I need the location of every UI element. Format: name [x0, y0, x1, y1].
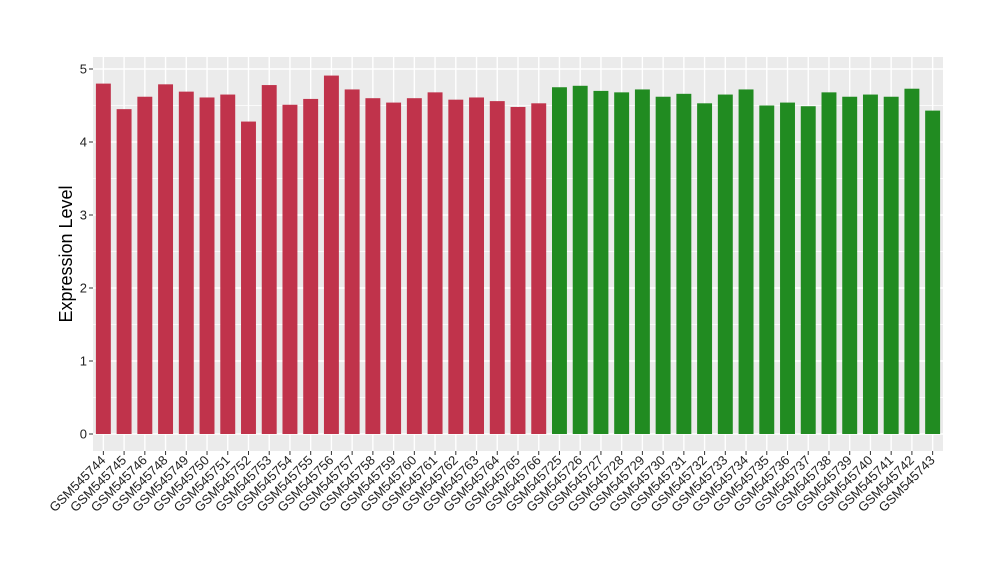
bar-GSM545757: [344, 89, 360, 434]
bar-GSM545746: [137, 96, 153, 435]
bar-GSM545739: [842, 96, 858, 435]
bar-GSM545753: [261, 85, 277, 434]
bar-GSM545758: [365, 98, 381, 434]
bar-GSM545738: [821, 92, 837, 435]
bar-GSM545762: [448, 99, 464, 434]
bar-GSM545741: [883, 96, 899, 435]
bar-GSM545754: [282, 104, 298, 435]
bar-GSM545764: [489, 101, 505, 435]
bar-GSM545763: [469, 97, 484, 434]
bar-GSM545729: [634, 89, 650, 434]
bar-GSM545736: [780, 102, 795, 434]
bar-GSM545735: [759, 105, 775, 434]
bar-GSM545745: [116, 109, 132, 435]
bar-GSM545749: [178, 91, 194, 434]
bar-GSM545737: [800, 106, 816, 434]
bar-GSM545760: [406, 98, 422, 434]
bar-GSM545744: [95, 83, 111, 434]
y-axis-title: Expression Level: [56, 185, 76, 322]
bar-GSM545761: [427, 92, 443, 435]
bar-GSM545756: [323, 75, 339, 434]
bar-GSM545748: [158, 84, 174, 434]
bar-GSM545728: [614, 92, 630, 435]
bar-GSM545733: [717, 94, 733, 435]
y-tick-label: 0: [80, 427, 87, 442]
bar-GSM545732: [697, 103, 713, 434]
y-tick-label: 5: [80, 62, 87, 77]
y-tick-label: 4: [80, 135, 87, 150]
y-tick-label: 1: [80, 354, 87, 369]
y-tick-label: 3: [80, 208, 87, 223]
bar-GSM545734: [738, 89, 754, 434]
bar-GSM545742: [904, 88, 920, 435]
bar-GSM545751: [220, 94, 236, 435]
y-tick-label: 2: [80, 281, 87, 296]
bar-GSM545759: [386, 102, 402, 434]
bar-GSM545725: [552, 87, 567, 434]
bar-GSM545765: [510, 106, 526, 435]
bars: [95, 75, 941, 435]
x-axis: GSM545744GSM545745GSM545746GSM545748GSM5…: [46, 451, 938, 515]
bar-GSM545730: [655, 96, 671, 435]
bar-GSM545752: [241, 121, 256, 434]
bar-GSM545731: [676, 93, 692, 434]
bar-GSM545726: [572, 85, 588, 434]
bar-GSM545727: [593, 90, 609, 435]
bar-GSM545740: [862, 94, 878, 435]
y-axis: 0 1 2 3 4 5: [80, 62, 93, 442]
bar-GSM545743: [925, 110, 941, 435]
bar-GSM545766: [531, 103, 547, 434]
bar-GSM545755: [303, 98, 319, 435]
bar-GSM545750: [199, 97, 215, 434]
